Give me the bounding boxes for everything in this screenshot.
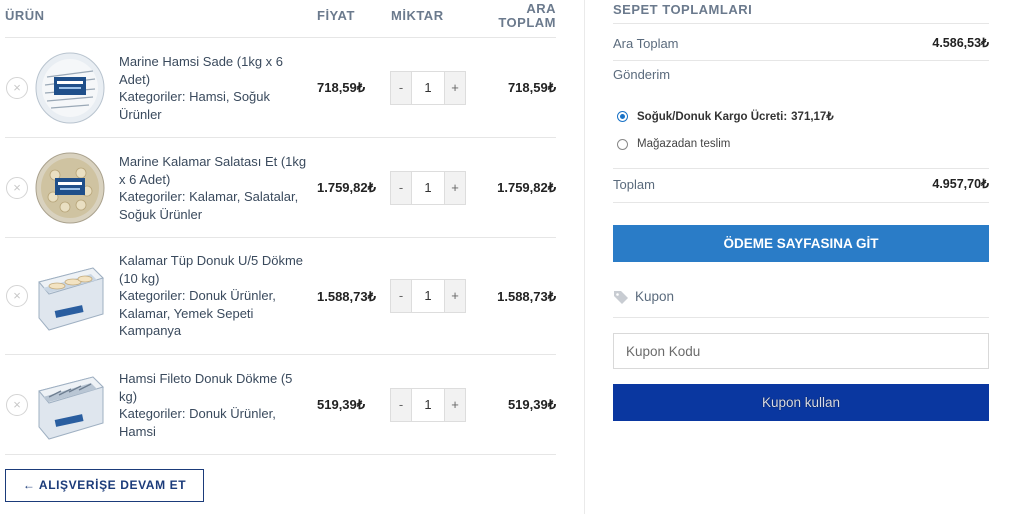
- quantity-stepper: - 1 +: [390, 279, 466, 313]
- apply-coupon-button[interactable]: Kupon kullan: [613, 384, 989, 421]
- quantity-decrease-button[interactable]: -: [391, 389, 411, 421]
- quantity-decrease-button[interactable]: -: [391, 280, 411, 312]
- product-image-kalamar-salatasi: [35, 152, 105, 224]
- product-info: Kalamar Tüp Donuk U/5 Dökme (10 kg) Kate…: [119, 252, 307, 340]
- proceed-to-checkout-button[interactable]: ÖDEME SAYFASINA GİT: [613, 225, 989, 262]
- cart-table: ÜRÜN FİYAT MİKTAR ARA TOPLAM × Marine Ha…: [5, 0, 556, 455]
- product-subtotal: 519,39₺: [507, 397, 556, 412]
- subtotal-label: Ara Toplam: [613, 36, 679, 51]
- cart-row: × Marine Hamsi Sade (1kg x 6 Adet) Kateg…: [5, 38, 556, 138]
- product-categories: Kategoriler: Donuk Ürünler, Kalamar, Yem…: [119, 288, 276, 338]
- coupon-code-input[interactable]: [613, 333, 989, 369]
- continue-shopping-button[interactable]: ← ALIŞVERİŞE DEVAM ET: [5, 469, 204, 502]
- product-categories: Kategoriler: Donuk Ürünler, Hamsi: [119, 406, 276, 439]
- total-value: 4.957,70₺: [932, 177, 989, 191]
- product-name[interactable]: Hamsi Fileto Donuk Dökme (5 kg): [119, 371, 293, 404]
- product-name[interactable]: Marine Hamsi Sade (1kg x 6 Adet): [119, 54, 284, 87]
- cart-row: × Marine Kalamar Salatası Et (1kg x 6 Ad…: [5, 138, 556, 238]
- coupon-heading-label: Kupon: [635, 289, 675, 304]
- product-info: Marine Hamsi Sade (1kg x 6 Adet) Kategor…: [119, 53, 307, 123]
- quantity-increase-button[interactable]: +: [445, 280, 465, 312]
- product-categories: Kategoriler: Hamsi, Soğuk Ürünler: [119, 89, 271, 122]
- product-price: 1.759,82₺: [317, 180, 376, 195]
- quantity-stepper: - 1 +: [390, 388, 466, 422]
- cart-table-header: ÜRÜN FİYAT MİKTAR ARA TOPLAM: [5, 0, 556, 38]
- remove-item-button[interactable]: ×: [6, 177, 28, 199]
- product-price: 1.588,73₺: [317, 289, 376, 304]
- quantity-increase-button[interactable]: +: [445, 389, 465, 421]
- product-subtotal: 1.759,82₺: [497, 180, 556, 195]
- quantity-increase-button[interactable]: +: [445, 72, 465, 104]
- shipping-option-price: 371,17₺: [791, 111, 834, 123]
- quantity-decrease-button[interactable]: -: [391, 72, 411, 104]
- product-subtotal: 718,59₺: [507, 80, 556, 95]
- cart-row: × Kalamar Tüp Donuk U/5 Dökme (10 kg) Ka…: [5, 238, 556, 355]
- shipping-option-cold-cargo[interactable]: Soğuk/Donuk Kargo Ücreti: 371,17₺: [617, 109, 834, 123]
- product-price: 718,59₺: [317, 80, 366, 95]
- shipping-label: Gönderim: [613, 67, 671, 82]
- total-row: Toplam 4.957,70₺: [613, 169, 989, 203]
- header-subtotal-line2: TOPLAM: [498, 15, 556, 30]
- product-subtotal: 1.588,73₺: [497, 289, 556, 304]
- shipping-option-store-pickup[interactable]: Mağazadan teslim: [617, 138, 730, 150]
- tag-icon: [614, 290, 628, 304]
- quantity-input[interactable]: 1: [411, 280, 445, 312]
- quantity-input[interactable]: 1: [411, 172, 445, 204]
- remove-item-button[interactable]: ×: [6, 394, 28, 416]
- subtotal-value: 4.586,53₺: [932, 36, 989, 50]
- remove-item-button[interactable]: ×: [6, 77, 28, 99]
- total-label: Toplam: [613, 177, 655, 192]
- quantity-input[interactable]: 1: [411, 389, 445, 421]
- product-info: Marine Kalamar Salatası Et (1kg x 6 Adet…: [119, 153, 307, 223]
- header-quantity: MİKTAR: [391, 8, 444, 23]
- quantity-stepper: - 1 +: [390, 171, 466, 205]
- quantity-decrease-button[interactable]: -: [391, 172, 411, 204]
- shipping-option-label: Mağazadan teslim: [637, 138, 731, 150]
- subtotal-row: Ara Toplam 4.586,53₺: [613, 24, 989, 61]
- coupon-heading: Kupon: [613, 282, 989, 318]
- header-product: ÜRÜN: [5, 8, 45, 23]
- product-image-hamsi-fileto: [38, 376, 104, 440]
- product-categories: Kategoriler: Kalamar, Salatalar, Soğuk Ü…: [119, 189, 299, 222]
- quantity-stepper: - 1 +: [390, 71, 466, 105]
- quantity-increase-button[interactable]: +: [445, 172, 465, 204]
- quantity-input[interactable]: 1: [411, 72, 445, 104]
- product-info: Hamsi Fileto Donuk Dökme (5 kg) Kategori…: [119, 370, 307, 440]
- shipping-option-label: Soğuk/Donuk Kargo Ücreti:: [637, 111, 788, 123]
- cart-totals: SEPET TOPLAMLARI Ara Toplam 4.586,53₺ Gö…: [613, 0, 989, 203]
- product-image-kalamar-tup: [38, 267, 104, 331]
- product-price: 519,39₺: [317, 397, 366, 412]
- radio-unselected-icon[interactable]: [617, 138, 628, 150]
- remove-item-button[interactable]: ×: [6, 285, 28, 307]
- header-subtotal: ARA TOPLAM: [498, 2, 556, 30]
- shipping-section: Gönderim Soğuk/Donuk Kargo Ücreti: 371,17…: [613, 61, 989, 169]
- product-name[interactable]: Kalamar Tüp Donuk U/5 Dökme (10 kg): [119, 253, 304, 286]
- header-subtotal-line1: ARA: [526, 1, 556, 16]
- column-divider: [584, 0, 585, 514]
- cart-totals-title: SEPET TOPLAMLARI: [613, 0, 989, 24]
- shipping-option-cold-cargo-text: Soğuk/Donuk Kargo Ücreti: 371,17₺: [637, 109, 834, 123]
- header-price: FİYAT: [317, 8, 355, 23]
- product-image-marine-hamsi: [35, 52, 105, 124]
- cart-row: × Hamsi Fileto Donuk Dökme (5 kg) Katego…: [5, 355, 556, 455]
- product-name[interactable]: Marine Kalamar Salatası Et (1kg x 6 Adet…: [119, 154, 307, 187]
- radio-selected-icon[interactable]: [617, 110, 628, 122]
